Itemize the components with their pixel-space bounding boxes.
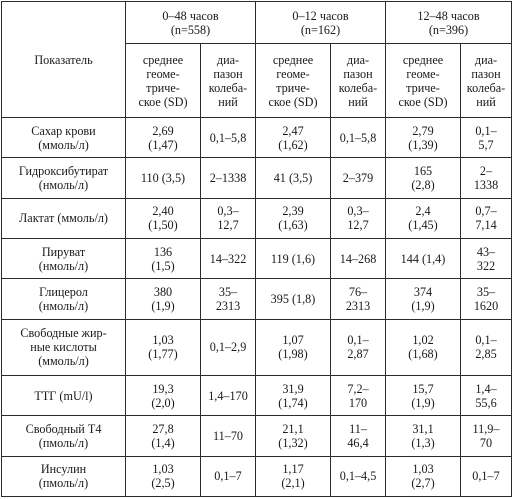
cell-value: 2,47 (1,62) [255, 116, 331, 159]
cell-value: 2,79 (1,39) [385, 116, 461, 159]
cell-value: 0,1– 5,7 [460, 116, 512, 159]
param-header: Показатель [1, 1, 126, 118]
group-period: 0–48 часов [162, 8, 219, 23]
cell-value: 0,3– 12,7 [330, 197, 386, 239]
table-row: Свободные жир- ные кислоты (ммоль/л) 1,0… [1, 318, 512, 377]
cell-value: 0,1–7 [200, 455, 256, 498]
group-header-0-12: 0–12 часов (n=162) [255, 1, 386, 44]
cell-value: 14–268 [330, 237, 386, 280]
cell-value: 19,3 (2,0) [125, 374, 201, 417]
cell-value: 0,1–5,8 [330, 116, 386, 159]
subheader-mean: среднее геоме- триче- ское (SD) [385, 43, 461, 118]
row-label: Пируват (нмоль/л) [1, 237, 126, 280]
cell-value: 2– 1338 [460, 157, 512, 199]
cell-value: 21,1 (1,32) [255, 415, 331, 457]
cell-value: 43– 322 [460, 237, 512, 280]
row-label: ТТГ (mU/l) [1, 374, 126, 417]
cell-value: 2–1338 [200, 157, 256, 199]
cell-value: 1,07 (1,98) [255, 318, 331, 377]
cell-value: 15,7 (1,9) [385, 374, 461, 417]
group-period: 0–12 часов [292, 8, 349, 23]
cell-value: 1,03 (2,7) [385, 455, 461, 498]
cell-value: 11–70 [200, 415, 256, 457]
cell-value: 0,1–4,5 [330, 455, 386, 498]
table-row: Инсулин (пмоль/л) 1,03 (2,5) 0,1–7 1,17 … [1, 455, 512, 498]
cell-value: 11,9– 70 [460, 415, 512, 457]
table-row: Глицерол (нмоль/л) 380 (1,9) 35– 2313 39… [1, 278, 512, 320]
cell-value: 31,9 (1,74) [255, 374, 331, 417]
cell-value: 11– 46,4 [330, 415, 386, 457]
row-label: Лактат (ммоль/л) [1, 197, 126, 239]
cell-value: 136 (1,5) [125, 237, 201, 280]
subheader-mean: среднее геоме- триче- ское (SD) [255, 43, 331, 118]
cell-value: 1,03 (1,77) [125, 318, 201, 377]
subheader-mean: среднее геоме- триче- ское (SD) [125, 43, 201, 118]
cell-value: 2–379 [330, 157, 386, 199]
cell-value: 374 (1,9) [385, 278, 461, 320]
table-row: Свободный Т4 (пмоль/л) 27,8 (1,4) 11–70 … [1, 415, 512, 457]
cell-value: 1,4– 55,6 [460, 374, 512, 417]
cell-value: 41 (3,5) [255, 157, 331, 199]
cell-value: 380 (1,9) [125, 278, 201, 320]
cell-value: 0,1– 2,85 [460, 318, 512, 377]
cell-value: 31,1 (1,3) [385, 415, 461, 457]
cell-value: 1,02 (1,68) [385, 318, 461, 377]
group-header-0-48: 0–48 часов (n=558) [125, 1, 256, 44]
cell-value: 0,7– 7,14 [460, 197, 512, 239]
cell-value: 0,3– 12,7 [200, 197, 256, 239]
subheader-range: диа- пазон колеба- ний [200, 43, 256, 118]
cell-value: 395 (1,8) [255, 278, 331, 320]
cell-value: 76– 2313 [330, 278, 386, 320]
cell-value: 27,8 (1,4) [125, 415, 201, 457]
row-label: Глицерол (нмоль/л) [1, 278, 126, 320]
header-row-periods: Показатель 0–48 часов (n=558) 0–12 часов… [1, 1, 512, 118]
row-label: Инсулин (пмоль/л) [1, 455, 126, 498]
cell-value: 35– 1620 [460, 278, 512, 320]
group-period: 12–48 часов [417, 8, 480, 23]
cell-value: 35– 2313 [200, 278, 256, 320]
cell-value: 165 (2,8) [385, 157, 461, 199]
table-row: Сахар крови (ммоль/л) 2,69 (1,47) 0,1–5,… [1, 116, 512, 159]
group-n: (n=558) [170, 22, 211, 37]
table-row: Гидроксибутират (нмоль/л) 110 (3,5) 2–13… [1, 157, 512, 199]
row-label: Гидроксибутират (нмоль/л) [1, 157, 126, 199]
cell-value: 1,17 (2,1) [255, 455, 331, 498]
table-row: Пируват (нмоль/л) 136 (1,5) 14–322 119 (… [1, 237, 512, 280]
group-n: (n=162) [300, 22, 341, 37]
cell-value: 0,1–5,8 [200, 116, 256, 159]
cell-value: 2,69 (1,47) [125, 116, 201, 159]
table-row: ТТГ (mU/l) 19,3 (2,0) 1,4–170 31,9 (1,74… [1, 374, 512, 417]
cell-value: 1,03 (2,5) [125, 455, 201, 498]
cell-value: 0,1–7 [460, 455, 512, 498]
row-label: Сахар крови (ммоль/л) [1, 116, 126, 159]
cell-value: 2,39 (1,63) [255, 197, 331, 239]
row-label: Свободный Т4 (пмоль/л) [1, 415, 126, 457]
cell-value: 7,2– 170 [330, 374, 386, 417]
cell-value: 119 (1,6) [255, 237, 331, 280]
cell-value: 2,40 (1,50) [125, 197, 201, 239]
cell-value: 0,1–2,9 [200, 318, 256, 377]
cell-value: 1,4–170 [200, 374, 256, 417]
cell-value: 2,4 (1,45) [385, 197, 461, 239]
header-row-subcolumns: среднее геоме- триче- ское (SD) диа- паз… [2, 43, 512, 118]
table-row: Лактат (ммоль/л) 2,40 (1,50) 0,3– 12,7 2… [1, 197, 512, 239]
cell-value: 14–322 [200, 237, 256, 280]
group-header-12-48: 12–48 часов (n=396) [385, 1, 512, 44]
cell-value: 0,1– 2,87 [330, 318, 386, 377]
subheader-range: диа- пазон колеба- ний [460, 43, 512, 118]
subheader-range: диа- пазон колеба- ний [330, 43, 386, 118]
group-n: (n=396) [428, 22, 469, 37]
cell-value: 144 (1,4) [385, 237, 461, 280]
cell-value: 110 (3,5) [125, 157, 201, 199]
row-label: Свободные жир- ные кислоты (ммоль/л) [1, 318, 126, 377]
